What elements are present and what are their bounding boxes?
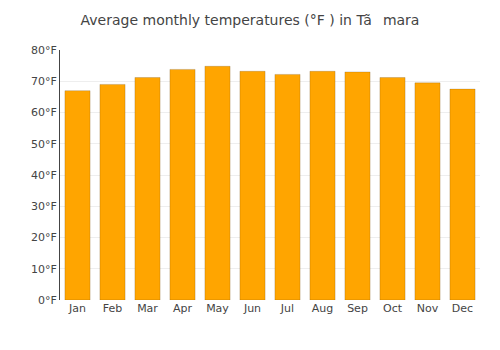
svg-text:70°F: 70°F: [31, 75, 57, 88]
svg-text:Sep: Sep: [347, 302, 368, 315]
svg-text:80°F: 80°F: [31, 44, 57, 57]
svg-text:Feb: Feb: [103, 302, 122, 315]
svg-text:Average monthly temperatures (: Average monthly temperatures (°F ) in Tã…: [81, 12, 420, 28]
svg-text:60°F: 60°F: [31, 106, 57, 119]
svg-text:20°F: 20°F: [31, 231, 57, 244]
svg-text:Mar: Mar: [137, 302, 158, 315]
svg-text:May: May: [206, 302, 229, 315]
svg-text:Nov: Nov: [417, 302, 439, 315]
svg-text:Apr: Apr: [173, 302, 193, 315]
svg-text:Oct: Oct: [383, 302, 403, 315]
svg-text:50°F: 50°F: [31, 138, 57, 151]
svg-text:Dec: Dec: [452, 302, 473, 315]
svg-text:Jul: Jul: [280, 302, 294, 315]
svg-text:40°F: 40°F: [31, 169, 57, 182]
svg-text:Jun: Jun: [243, 302, 261, 315]
svg-text:Jan: Jan: [68, 302, 86, 315]
svg-text:0°F: 0°F: [38, 294, 57, 307]
svg-text:30°F: 30°F: [31, 200, 57, 213]
svg-text:Aug: Aug: [312, 302, 333, 315]
svg-text:10°F: 10°F: [31, 263, 57, 276]
